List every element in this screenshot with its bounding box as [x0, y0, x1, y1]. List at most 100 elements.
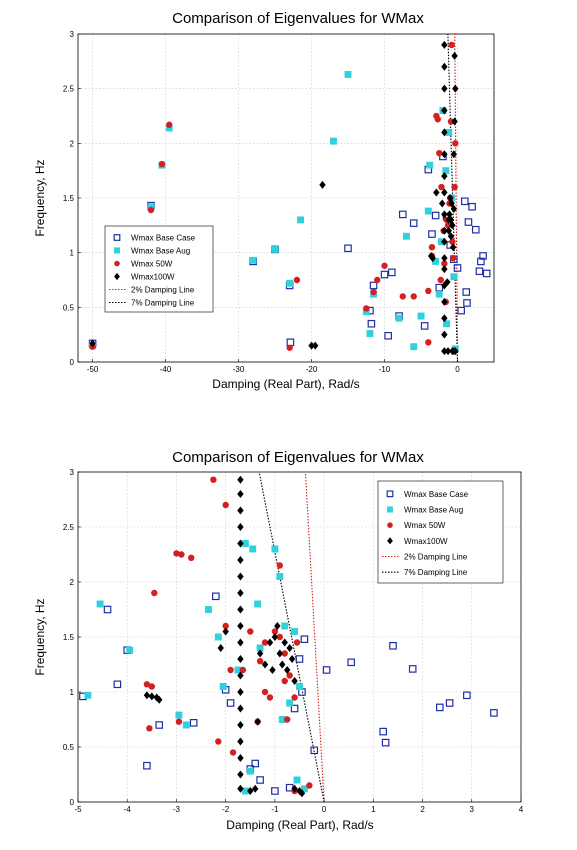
- damping-lines: [258, 471, 325, 803]
- data-point: [347, 658, 355, 667]
- y-tick-label: 0.5: [63, 303, 75, 312]
- data-point: [237, 506, 244, 515]
- data-point: [147, 206, 155, 214]
- data-point: [84, 691, 92, 699]
- data-point: [291, 628, 299, 635]
- data-point: [237, 704, 244, 713]
- data-point: [296, 683, 303, 690]
- data-point: [477, 257, 485, 266]
- x-tick-label: -5: [74, 805, 82, 814]
- data-point: [442, 167, 450, 175]
- data-point: [290, 704, 299, 713]
- data-point: [158, 160, 166, 168]
- data-point: [441, 254, 448, 263]
- data-point: [237, 605, 244, 614]
- data-point: [441, 226, 448, 235]
- data-point: [441, 128, 448, 137]
- data-point: [143, 761, 151, 770]
- data-point: [441, 347, 448, 356]
- data-point: [441, 210, 448, 219]
- x-tick-label: 4: [519, 805, 524, 814]
- data-point: [222, 627, 229, 636]
- data-point: [227, 666, 234, 674]
- data-point: [295, 655, 304, 663]
- data-point: [256, 658, 264, 665]
- data-point: [374, 276, 381, 284]
- data-point: [399, 293, 406, 300]
- data-point: [448, 41, 455, 49]
- y-tick-label: 0.5: [63, 743, 75, 752]
- data-point: [148, 683, 156, 690]
- x-tick-label: -4: [124, 805, 132, 814]
- data-point: [463, 299, 471, 307]
- data-point: [425, 339, 432, 346]
- data-point: [293, 776, 301, 784]
- data-point: [417, 312, 425, 320]
- data-point: [445, 226, 452, 235]
- data-point: [237, 475, 244, 484]
- data-point: [178, 551, 185, 558]
- y-tick-label: 1.5: [63, 633, 75, 642]
- data-point: [449, 254, 457, 262]
- data-point: [237, 638, 244, 647]
- data-point: [319, 180, 326, 189]
- data-point: [271, 245, 279, 253]
- damping-line: [447, 33, 459, 363]
- data-point: [435, 703, 444, 712]
- data-point: [247, 628, 254, 635]
- data-point: [329, 137, 337, 145]
- y-tick-label: 0: [70, 798, 75, 807]
- data-point: [441, 84, 448, 93]
- data-point: [435, 290, 443, 298]
- data-point: [451, 183, 458, 191]
- data-point: [450, 273, 458, 281]
- data-point: [237, 523, 244, 531]
- data-point: [271, 545, 279, 553]
- data-point: [222, 622, 229, 630]
- data-point: [451, 117, 458, 126]
- data-point: [237, 589, 244, 597]
- data-point: [402, 232, 410, 240]
- data-point: [182, 721, 190, 729]
- legend-label: 2% Damping Line: [404, 553, 468, 562]
- data-point: [151, 589, 158, 597]
- y-tick-label: 1.5: [63, 194, 75, 203]
- data-point: [274, 622, 281, 630]
- x-tick-label: 0: [322, 805, 327, 814]
- data-point: [395, 314, 403, 322]
- data-point: [219, 683, 227, 690]
- data-point: [441, 150, 448, 159]
- data-point: [428, 230, 436, 238]
- legend-swatch: [114, 260, 120, 267]
- legend-swatch: [113, 234, 121, 241]
- data-point: [237, 655, 244, 663]
- data-point: [445, 215, 452, 224]
- data-point: [271, 633, 279, 641]
- data-point: [217, 644, 224, 652]
- data-point: [188, 554, 195, 561]
- data-point: [256, 649, 264, 658]
- data-point: [445, 699, 454, 707]
- data-point: [286, 699, 294, 707]
- data-point: [452, 140, 459, 147]
- data-points: [79, 475, 498, 798]
- data-point: [226, 699, 235, 707]
- data-point: [281, 677, 288, 685]
- legend-label: Wmax100W: [404, 537, 448, 546]
- data-point: [441, 62, 448, 71]
- data-point: [379, 727, 387, 736]
- data-point: [441, 265, 448, 274]
- data-point: [322, 666, 331, 674]
- legend-swatch: [386, 506, 394, 513]
- data-point: [389, 641, 397, 650]
- x-tick-label: -20: [306, 365, 318, 374]
- x-tick-label: 2: [420, 805, 425, 814]
- data-point: [370, 288, 377, 296]
- data-point: [398, 210, 407, 219]
- data-point: [388, 268, 396, 277]
- x-tick-label: -30: [233, 365, 245, 374]
- data-point: [283, 666, 291, 674]
- data-point: [457, 306, 465, 315]
- data-point: [210, 476, 217, 483]
- data-point: [437, 276, 444, 284]
